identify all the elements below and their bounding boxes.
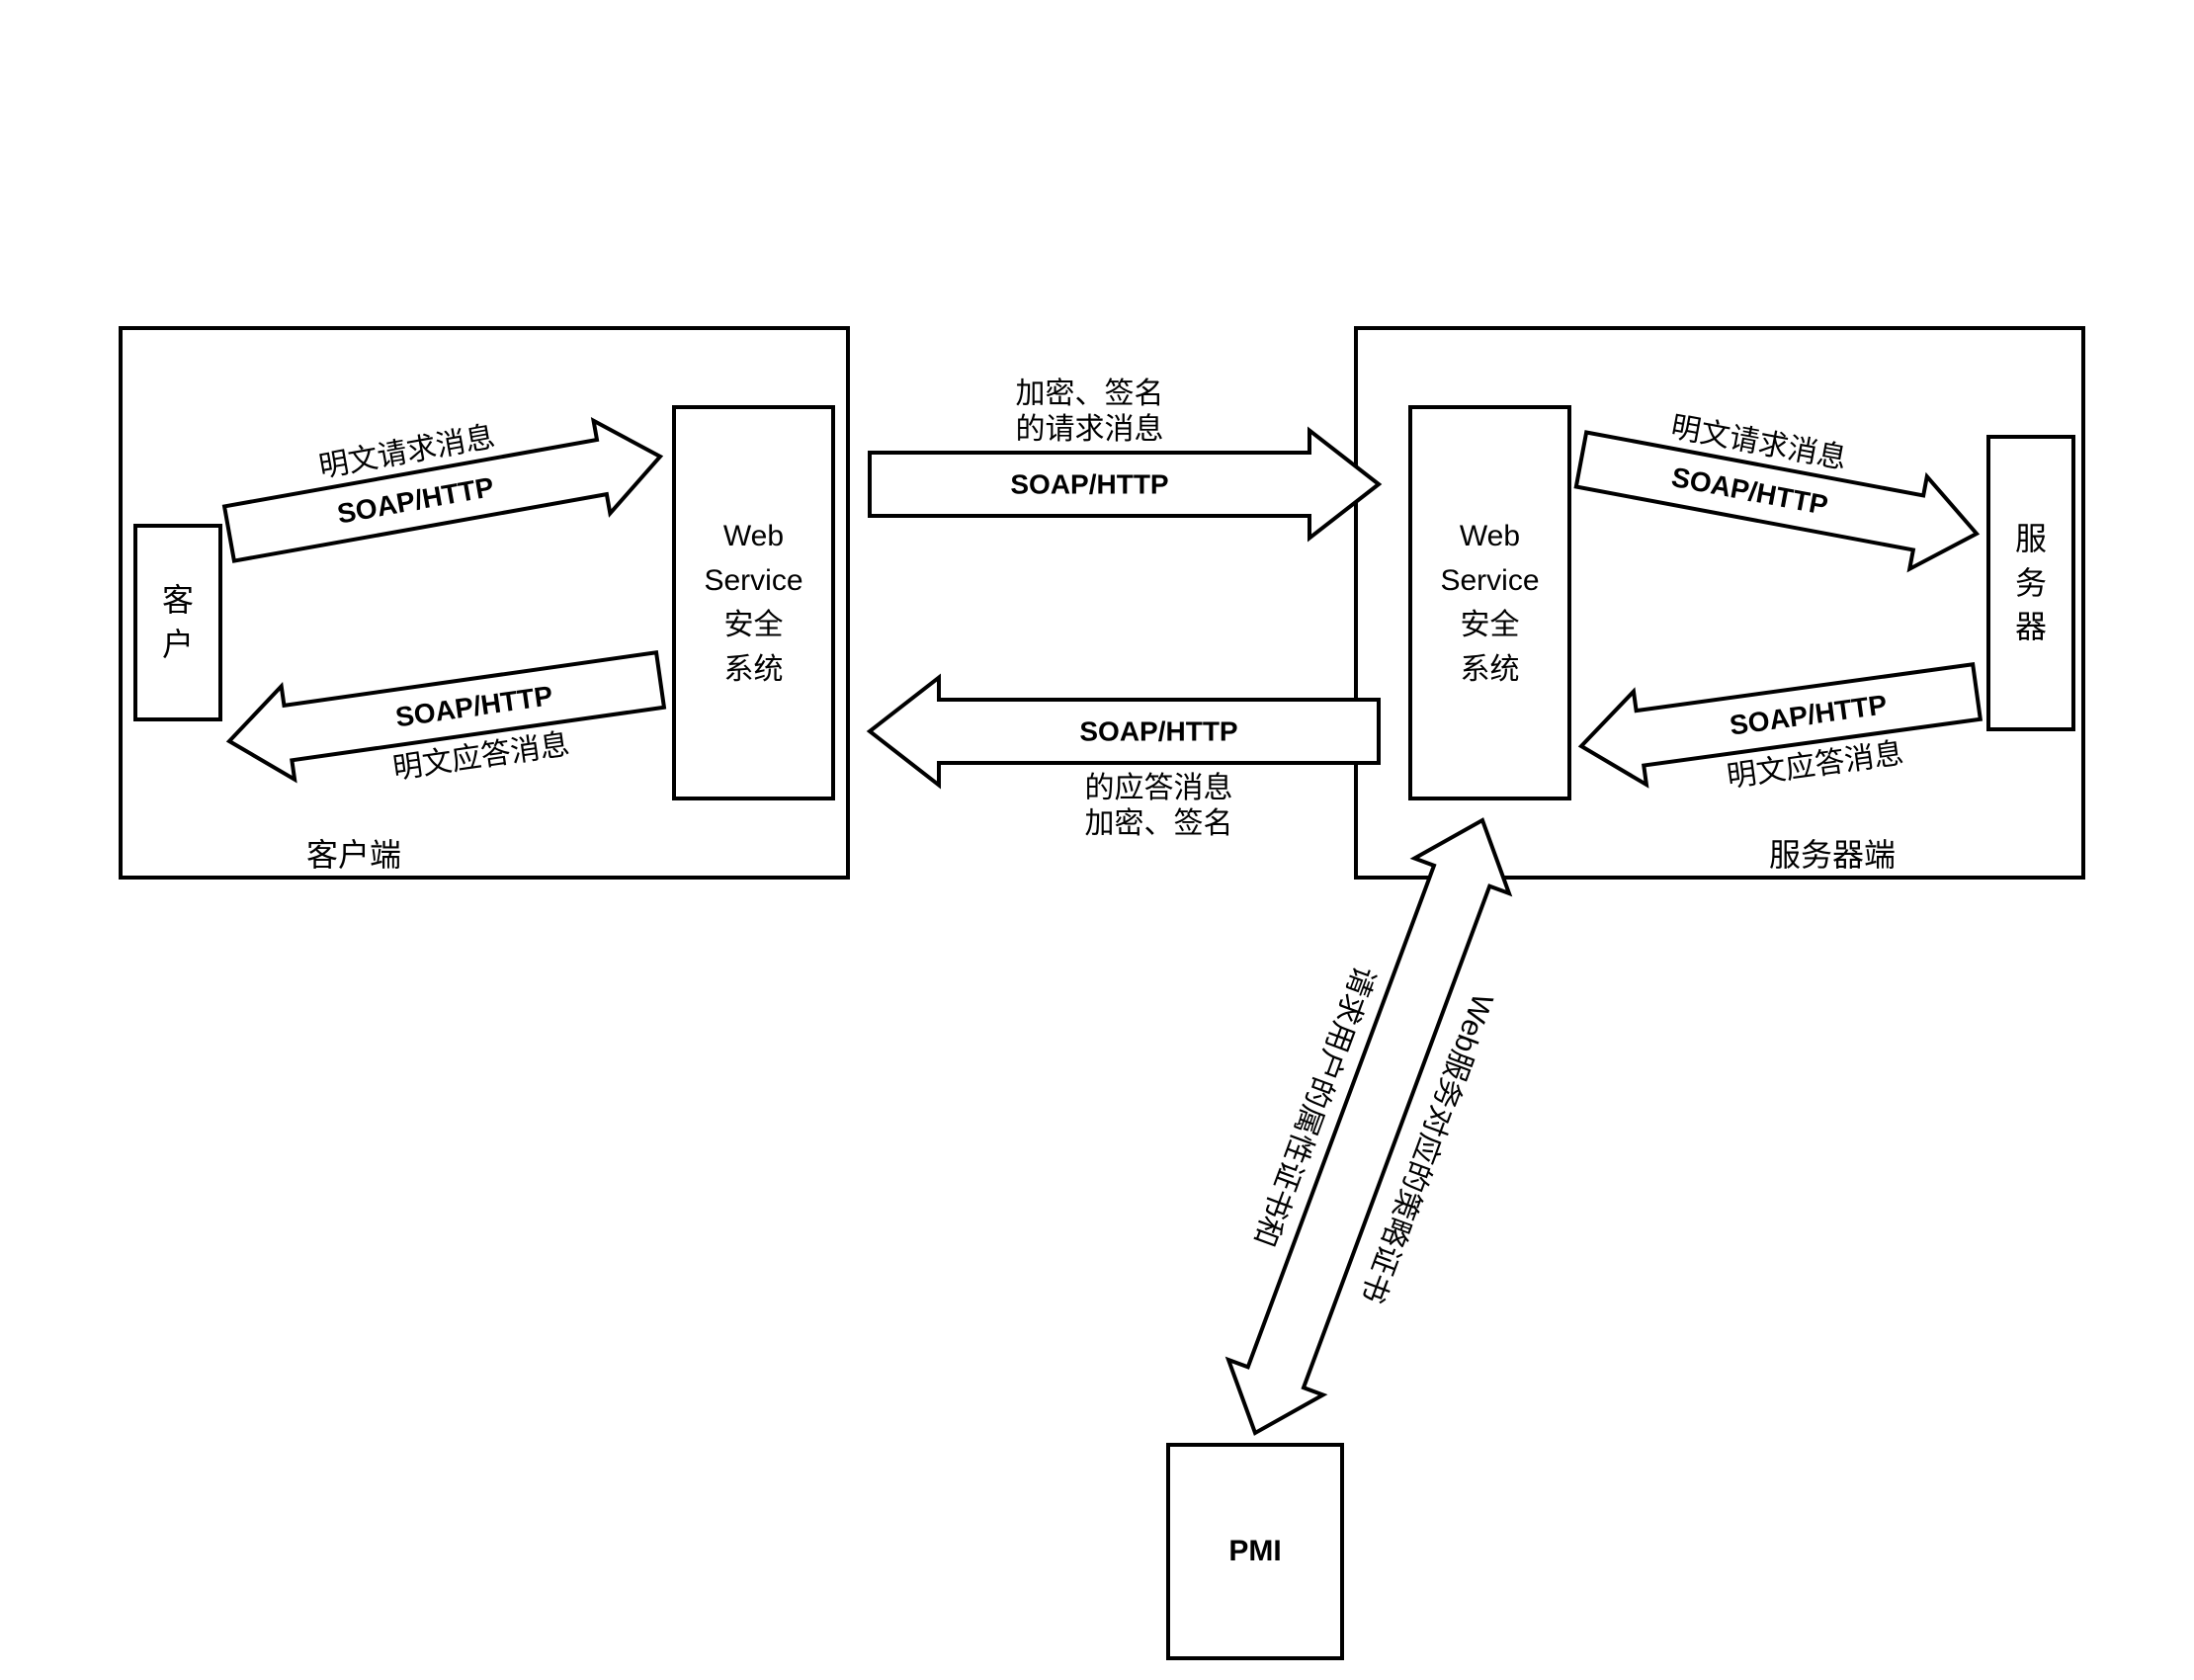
arrow-mid-response-top-text-1: 的应答消息 [1085,772,1233,804]
arrow-mid-request-inner-text: SOAP/HTTP [1010,469,1168,500]
arrow-mid-response-top-text-0: 加密、签名 [1085,807,1233,840]
arrow-mid-request-top-text-0: 加密、签名 [1016,378,1164,410]
arrow-server-request: SOAP/HTTP明文请求消息 [1572,395,1988,580]
arrow-mid-response-inner-text: SOAP/HTTP [1079,716,1237,747]
arrow-client-request: SOAP/HTTP明文请求消息 [217,392,668,580]
arrow-layer: SOAP/HTTP明文请求消息 SOAP/HTTP明文应答消息 SOAP/HTTP 的… [0,0,2194,1680]
arrow-client-response: SOAP/HTTP明文应答消息 [222,633,669,807]
arrow-mid-request: SOAP/HTTP 的请求消息加密、签名 [870,378,1379,538]
arrow-server-response: SOAP/HTTP明文应答消息 [1575,645,1986,813]
arrow-pmi: 请求用户的属性证书和Web服务对应的策略证书 [1185,795,1556,1461]
arrow-mid-response: SOAP/HTTP 的应答消息加密、签名 [870,678,1379,840]
diagram-canvas: { "colors": { "stroke": "#000000", "fill… [0,0,2194,1680]
arrow-mid-request-top-text-1: 的请求消息 [1016,413,1164,446]
